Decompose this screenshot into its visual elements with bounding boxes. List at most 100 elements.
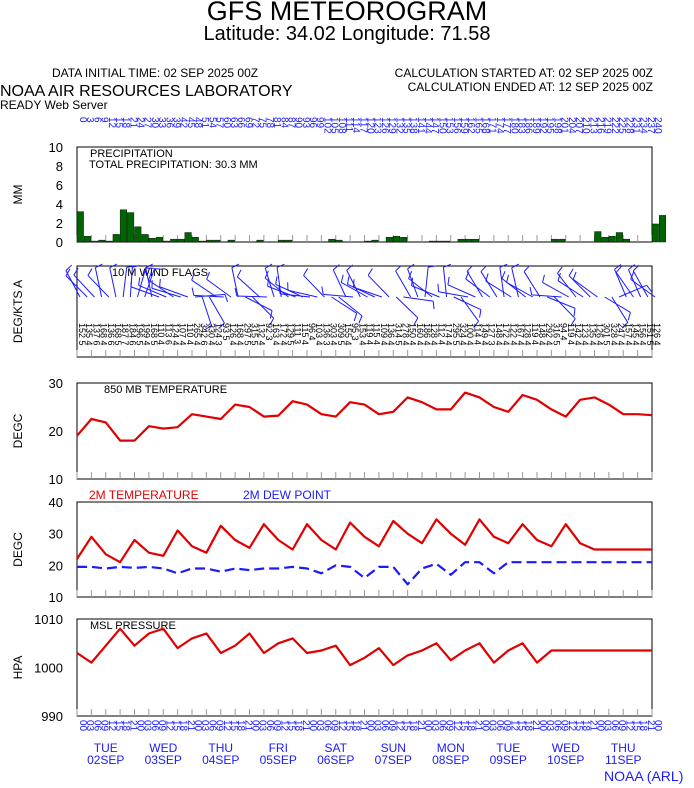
wind-barb-value: 148 4 bbox=[494, 323, 504, 346]
bottom-hour-label: 12 bbox=[336, 720, 347, 732]
wind-barb-flag bbox=[465, 271, 470, 280]
top-hour-label: 45 bbox=[185, 117, 196, 129]
wind-barb-flag bbox=[353, 313, 358, 322]
bottom-hour-label: 06 bbox=[206, 720, 217, 732]
wind-barb-flag bbox=[615, 265, 622, 273]
bottom-hour-label: 00 bbox=[537, 720, 548, 732]
wind-barb-value: 314 5 bbox=[393, 323, 403, 346]
precip-bar bbox=[335, 239, 343, 243]
wind-barb-flag bbox=[523, 265, 530, 272]
bottom-hour-label: 15 bbox=[400, 720, 411, 732]
wind-barb-staff bbox=[264, 268, 275, 298]
wind-barb-staff bbox=[287, 289, 318, 298]
bottom-hour-label: 15 bbox=[170, 720, 181, 732]
series-line bbox=[76, 391, 653, 442]
bottom-hour-label: 09 bbox=[386, 720, 397, 732]
top-hour-label: 144 bbox=[422, 117, 433, 134]
bottom-hour-label: 21 bbox=[530, 720, 541, 732]
wind-barb-flag bbox=[437, 283, 440, 292]
precip-bar bbox=[400, 237, 408, 243]
bottom-hour-label: 09 bbox=[271, 720, 282, 732]
top-hour-label: 231 bbox=[630, 117, 641, 134]
y-tick-label: 10 bbox=[49, 590, 63, 605]
wind-barb-staff bbox=[276, 267, 282, 298]
wind-barb-staff bbox=[395, 296, 419, 319]
top-hour-label: 168 bbox=[480, 117, 491, 134]
precip-bar bbox=[227, 239, 235, 243]
bottom-hour-label: 18 bbox=[465, 720, 476, 732]
top-hour-label: 69 bbox=[242, 117, 253, 129]
wind-barb-value: 126 4 bbox=[652, 323, 662, 346]
top-hour-label: 150 bbox=[436, 117, 447, 134]
wind-barb-staff bbox=[511, 267, 519, 298]
top-hour-label: 147 bbox=[429, 117, 440, 134]
wind-barb-value: 145 4 bbox=[630, 323, 640, 346]
bottom-hour-label: 06 bbox=[436, 720, 447, 732]
wind-barb-value: 142 4 bbox=[573, 323, 583, 346]
wind-barb-staff bbox=[395, 270, 412, 298]
top-hour-label: 33 bbox=[156, 117, 167, 129]
top-hour-label: 201 bbox=[559, 117, 570, 134]
top-hour-label: 12 bbox=[106, 117, 117, 129]
wind-barb-value: 324 4 bbox=[458, 323, 468, 346]
wind-barb-staff bbox=[159, 286, 188, 298]
bottom-hour-label: 00 bbox=[250, 720, 261, 732]
wind-barb-flag bbox=[65, 264, 73, 271]
wind-barb-value: 315 5 bbox=[250, 323, 260, 346]
wind-barb-value: 92 3 bbox=[264, 323, 274, 341]
top-hour-label: 228 bbox=[623, 117, 634, 134]
series-line bbox=[76, 627, 652, 667]
precip-bar bbox=[443, 240, 451, 243]
wind-barb-staff bbox=[145, 267, 153, 298]
wind-barb-flag bbox=[87, 268, 93, 276]
wind-barb-value: 136 4 bbox=[386, 323, 396, 346]
day-weekday-label: THU bbox=[611, 741, 636, 755]
top-hour-label: 219 bbox=[602, 117, 613, 134]
precip-bar bbox=[551, 238, 559, 243]
wind-barb-flag bbox=[353, 279, 355, 288]
wind-barb-staff bbox=[130, 286, 160, 298]
wind-barb-flag bbox=[479, 309, 482, 318]
day-date-label: 04SEP bbox=[202, 753, 239, 767]
precip-bar bbox=[177, 238, 185, 243]
top-hour-label: 81 bbox=[271, 117, 282, 129]
wind-barb-flag bbox=[395, 265, 402, 272]
wind-barb-value: 95 3 bbox=[350, 323, 360, 341]
wind-barb-flag bbox=[432, 301, 435, 310]
wind-barb-flag bbox=[621, 322, 629, 329]
wind-barb-value: 114 4 bbox=[472, 323, 482, 345]
bottom-hour-label: 00 bbox=[595, 720, 606, 732]
bottom-hour-label: 03 bbox=[544, 720, 555, 732]
panel-title: 850 MB TEMPERATURE bbox=[104, 384, 227, 396]
top-hour-label: 99 bbox=[314, 117, 325, 129]
wind-barb-flag bbox=[340, 274, 344, 283]
wind-barb-flag bbox=[480, 265, 487, 272]
precip-bar bbox=[623, 238, 631, 243]
day-weekday-label: MON bbox=[437, 741, 465, 755]
day-weekday-label: TUE bbox=[496, 741, 520, 755]
top-hour-label: 27 bbox=[142, 117, 153, 129]
precip-bar bbox=[658, 215, 666, 243]
y-tick-label: 6 bbox=[56, 178, 63, 193]
wind-barb-flag bbox=[443, 263, 452, 268]
page-title: GFS METEOROGRAM bbox=[206, 0, 488, 26]
wind-barb-staff bbox=[331, 296, 357, 314]
wind-barb-value: 135 4 bbox=[84, 323, 94, 346]
wind-barb-flag bbox=[224, 294, 229, 303]
y-tick-label: 990 bbox=[41, 709, 63, 724]
wind-barb-staff bbox=[627, 269, 642, 298]
top-hour-label: 177 bbox=[501, 117, 512, 134]
bottom-hour-label: 12 bbox=[451, 720, 462, 732]
top-hour-label: 237 bbox=[645, 117, 656, 134]
y-tick-label: 20 bbox=[49, 424, 63, 439]
bottom-hour-label: 18 bbox=[638, 720, 649, 732]
wind-barb-flag bbox=[191, 287, 195, 296]
wind-barb-value: 247 4 bbox=[616, 323, 626, 346]
wind-barb-staff bbox=[236, 295, 267, 298]
wind-barb-value: 157 4 bbox=[623, 323, 633, 346]
wind-barb-value: 111 3 bbox=[293, 323, 303, 344]
wind-barb-value: 115 4 bbox=[300, 323, 310, 345]
panel-frame bbox=[76, 501, 653, 598]
top-hour-label: 120 bbox=[365, 117, 376, 134]
wind-barb-staff bbox=[148, 279, 174, 298]
